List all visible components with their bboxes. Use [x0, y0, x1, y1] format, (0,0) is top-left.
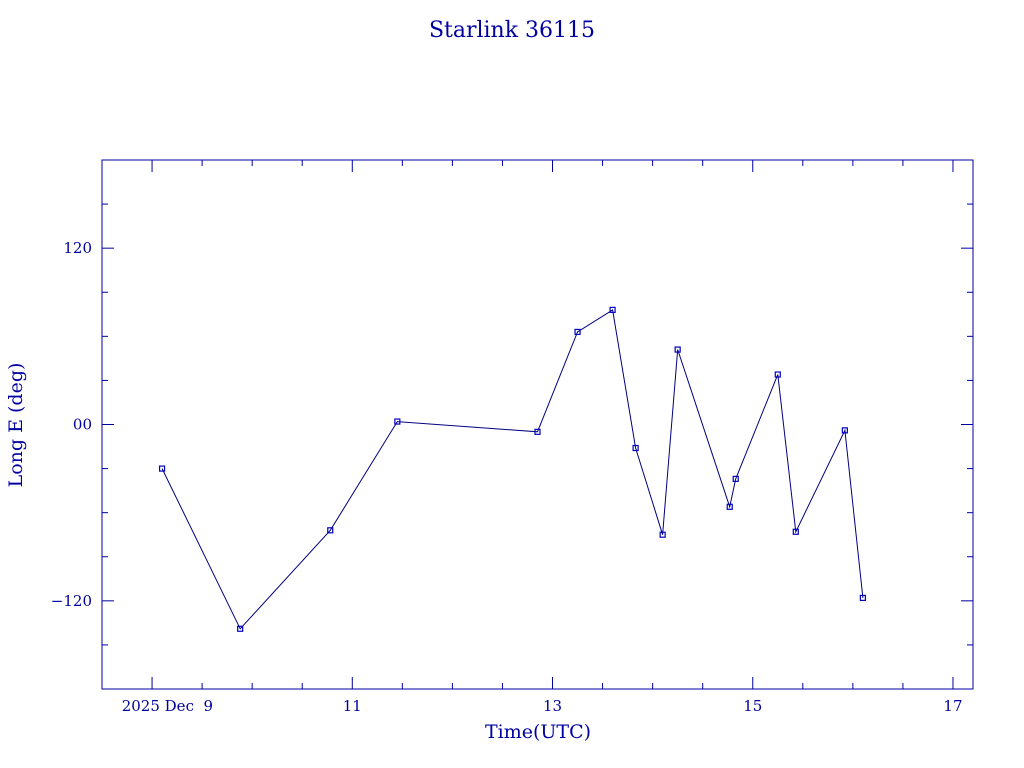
data-point [726, 503, 733, 510]
data-point [574, 328, 581, 336]
series-line [161, 309, 864, 630]
data-point [158, 465, 166, 472]
data-point [792, 528, 799, 535]
x-tick-label: 17 [943, 697, 962, 715]
y-tick-label: 120 [63, 239, 92, 257]
data-point [659, 531, 666, 538]
x-tick-label: 11 [343, 697, 362, 715]
data-point [237, 625, 244, 632]
data-point [732, 475, 739, 482]
chart-title: Starlink 36115 [429, 18, 595, 43]
x-tick-label: 2025 Dec 9 [122, 697, 213, 715]
data-point [859, 594, 866, 601]
x-tick-label: 13 [543, 697, 562, 715]
data-point [394, 418, 401, 425]
data-point [609, 306, 616, 313]
data-point [774, 371, 781, 378]
data-point [327, 527, 334, 534]
data-point [534, 428, 541, 435]
y-tick-label: 00 [73, 416, 92, 434]
y-tick-label: −120 [51, 592, 92, 610]
data-point [632, 444, 639, 452]
x-axis-label: Time(UTC) [485, 721, 591, 743]
x-tick-label: 15 [743, 697, 762, 715]
data-point [674, 346, 681, 353]
plot-frame [101, 159, 974, 690]
y-axis-label: Long E (deg) [5, 363, 27, 488]
data-point [841, 427, 848, 434]
